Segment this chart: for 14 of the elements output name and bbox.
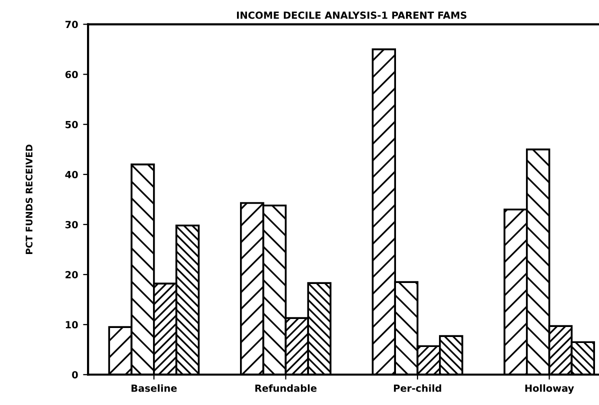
y-tick-label: 60 [65,70,78,78]
y-tick-label: 30 [65,220,78,228]
y-tick-label: 70 [65,20,78,28]
y-tick-label: 50 [66,120,78,128]
x-tick-label: Refundable [255,384,317,392]
y-tick-label: 20 [66,271,78,278]
y-tick-label: 10 [66,321,78,328]
y-axis-title: PCT FUNDS RECEIVED [26,144,32,254]
chart-title: INCOME DECILE ANALYSIS-1 PARENT FAMS [237,12,466,19]
y-tick-label: 0 [72,371,78,378]
x-tick-label: Holloway [525,384,574,394]
y-tick-label: 40 [65,170,78,178]
x-tick-label: Baseline [132,384,177,392]
x-tick-label: Per-child [394,384,442,392]
